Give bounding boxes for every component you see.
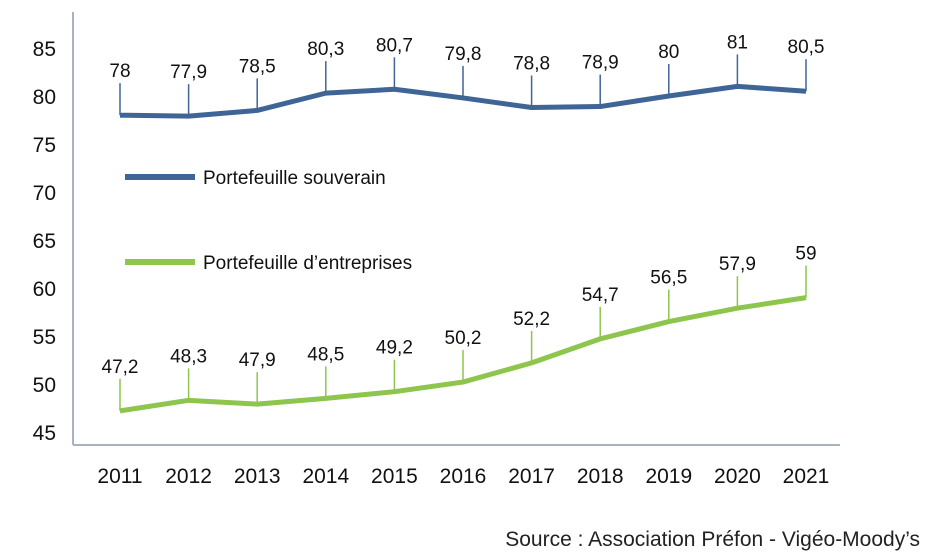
source-note: Source : Association Préfon - Vigéo-Mood… — [505, 528, 920, 551]
x-tick-label: 2019 — [645, 465, 692, 488]
x-tick-label: 2012 — [165, 465, 212, 488]
data-label: 80 — [658, 42, 679, 63]
data-label: 50,2 — [445, 328, 482, 349]
series-souverain: 78 77,9 78,5 80,3 80,7 79,8 78,8 78,9 80 81 80,5 — [109, 32, 825, 119]
series-entreprises: 47,2 48,3 47,9 48,5 49,2 50,2 52,2 54,7 56,5 57,9… — [102, 244, 817, 414]
legend-item: Portefeuille d’entreprises — [125, 253, 412, 274]
data-label: 54,7 — [582, 285, 619, 306]
y-tick-label: 65 — [33, 230, 56, 253]
y-tick-label: 60 — [33, 278, 56, 301]
data-label: 47,2 — [102, 357, 139, 378]
data-label: 48,5 — [307, 344, 344, 365]
y-tick-label: 85 — [33, 38, 56, 61]
data-label: 78 — [109, 61, 130, 82]
data-label: 56,5 — [650, 268, 687, 289]
legend-label: Portefeuille souverain — [203, 168, 386, 189]
x-tick-label: 2014 — [302, 465, 349, 488]
x-tick-label: 2017 — [508, 465, 555, 488]
data-label: 77,9 — [170, 62, 207, 83]
data-label: 47,9 — [239, 350, 276, 371]
x-tick-label: 2013 — [234, 465, 281, 488]
x-tick-label: 2021 — [783, 465, 830, 488]
x-tick-label: 2015 — [371, 465, 418, 488]
data-label: 57,9 — [719, 254, 756, 275]
data-label: 78,9 — [582, 53, 619, 74]
legend-item: Portefeuille souverain — [125, 168, 386, 189]
y-tick-label: 80 — [33, 86, 56, 109]
x-tick-label: 2011 — [97, 465, 142, 488]
y-tick-label: 75 — [33, 134, 56, 157]
data-label: 81 — [727, 32, 748, 53]
data-label: 78,5 — [239, 56, 276, 77]
y-tick-label: 70 — [33, 182, 56, 205]
x-tick-label: 2020 — [714, 465, 761, 488]
series-line — [119, 295, 807, 414]
data-label: 52,2 — [513, 309, 550, 330]
y-tick-label: 50 — [33, 374, 56, 397]
data-label: 80,5 — [788, 37, 825, 58]
data-label: 80,3 — [307, 39, 344, 60]
y-tick-label: 55 — [33, 326, 56, 349]
x-tick-label: 2016 — [440, 465, 487, 488]
series-line — [119, 83, 807, 119]
data-label: 80,7 — [376, 35, 413, 56]
data-label: 59 — [795, 244, 816, 265]
data-label: 49,2 — [376, 338, 413, 359]
x-tick-label: 2018 — [577, 465, 624, 488]
data-label: 79,8 — [445, 44, 482, 65]
legend-label: Portefeuille d’entreprises — [203, 253, 412, 274]
data-label: 78,8 — [513, 54, 550, 75]
data-label: 48,3 — [170, 346, 207, 367]
y-tick-label: 45 — [33, 422, 56, 445]
